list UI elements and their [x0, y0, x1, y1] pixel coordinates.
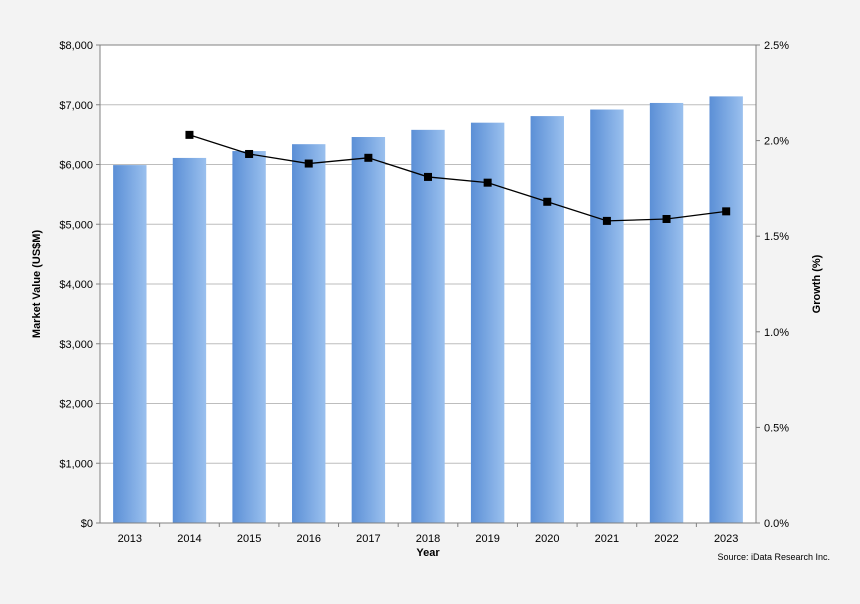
bar-2018	[411, 129, 445, 523]
y2-tick-label: 0.5%	[764, 422, 789, 434]
x-tick-label: 2017	[356, 533, 380, 545]
y-tick-label: $8,000	[59, 40, 93, 52]
growth-marker	[662, 214, 671, 223]
y-axis-ticks: $0 $1,000 $2,000 $3,000 $4,000 $5,000 $6,000 $7…	[59, 40, 100, 530]
x-tick-label: 2020	[535, 533, 559, 545]
y-tick-label: $6,000	[59, 160, 93, 172]
y-tick-label: $0	[81, 518, 93, 530]
y-tick-label: $4,000	[59, 279, 93, 291]
x-tick-label: 2022	[654, 533, 678, 545]
growth-marker	[185, 130, 194, 139]
y-tick-label: $3,000	[59, 339, 93, 351]
growth-series	[185, 130, 731, 225]
growth-marker	[602, 216, 611, 225]
y2-tick-label: 2.5%	[764, 40, 789, 52]
bar-2015	[232, 151, 266, 523]
x-tick-label: 2019	[475, 533, 499, 545]
growth-marker	[424, 172, 432, 181]
y2-axis-ticks: 0.0% 0.5% 1.0% 1.5% 2.0% 2.5%	[756, 40, 789, 530]
y-tick-label: $5,000	[59, 219, 93, 231]
y-tick-label: $2,000	[59, 399, 93, 411]
y-tick-label: $7,000	[59, 100, 93, 112]
x-tick-label: 2014	[177, 533, 201, 545]
bar-2013	[113, 165, 147, 523]
growth-marker	[304, 159, 313, 168]
bar-2021	[590, 109, 624, 523]
x-tick-label: 2023	[714, 533, 738, 545]
growth-marker	[483, 178, 492, 187]
x-axis-label: Year	[416, 547, 440, 559]
source-note: Source: iData Research Inc.	[717, 552, 830, 562]
bar-2019	[470, 122, 505, 524]
y2-tick-label: 2.0%	[764, 136, 789, 148]
x-tick-label: 2015	[237, 533, 261, 545]
bar-2023	[709, 96, 743, 523]
y2-tick-label: 1.5%	[764, 231, 789, 243]
growth-marker	[543, 197, 552, 206]
y2-tick-label: 0.0%	[764, 518, 789, 530]
growth-marker	[364, 153, 373, 162]
bar-2020	[530, 116, 564, 523]
growth-line	[189, 134, 727, 222]
x-tick-label: 2013	[118, 533, 142, 545]
bar-2014	[172, 157, 207, 524]
growth-marker	[245, 149, 254, 158]
y2-tick-label: 1.0%	[764, 327, 789, 339]
x-axis-ticks: 2013 2014 2015 2016 2017 2018 2019 2020 2021 2022…	[118, 523, 738, 545]
y-tick-label: $1,000	[59, 458, 93, 470]
growth-marker	[722, 207, 731, 216]
y-axis-label: Market Value (US$M)	[31, 230, 43, 339]
bar-series	[113, 96, 743, 524]
bar-2016	[292, 144, 326, 523]
bar-2022	[649, 102, 684, 524]
bar-2017	[351, 137, 386, 523]
x-tick-label: 2021	[595, 533, 619, 545]
x-tick-label: 2016	[296, 533, 320, 545]
y2-axis-label: Growth (%)	[811, 254, 823, 313]
x-tick-label: 2018	[416, 533, 440, 545]
